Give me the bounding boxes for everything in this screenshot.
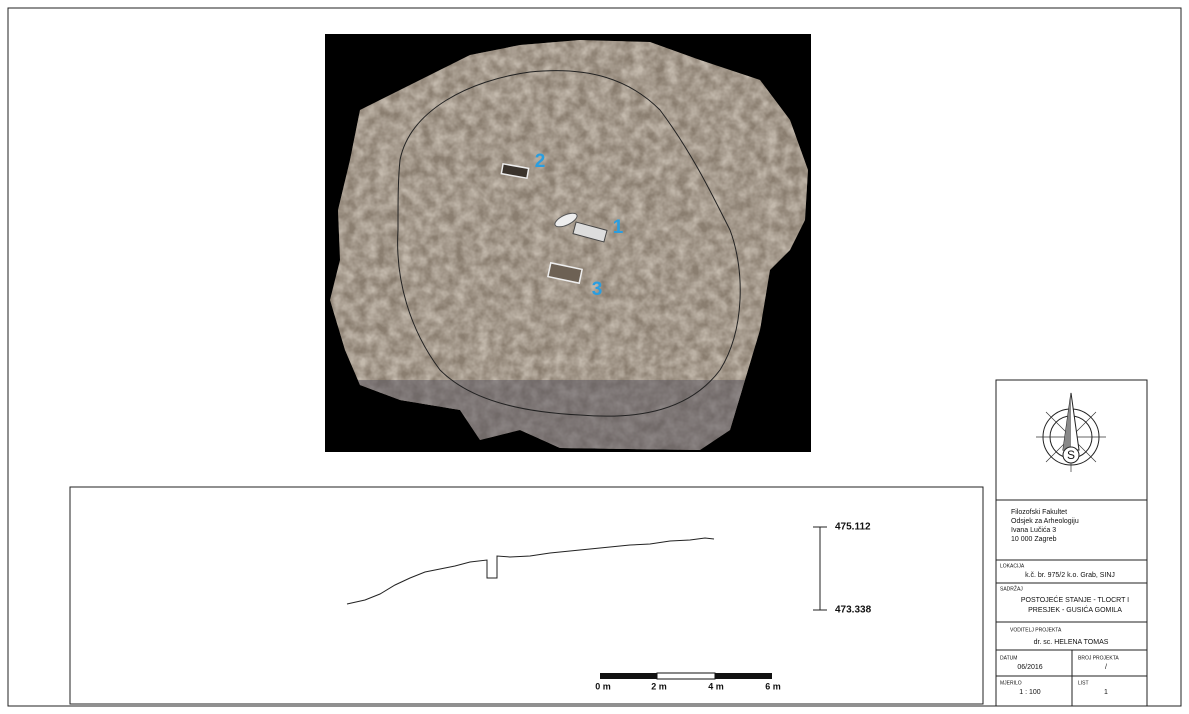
scale-segment — [657, 673, 715, 679]
section: 475.112 473.338 0 m 2 m 4 m 6 m — [70, 487, 983, 704]
field-label: LIST — [1078, 680, 1089, 686]
elevation-label: 475.112 — [835, 522, 871, 533]
field-value: 06/2016 — [1017, 664, 1042, 671]
elevation-bar — [813, 527, 827, 610]
elevation-label: 473.338 — [835, 605, 872, 616]
institution-line: Ivana Lučića 3 — [1011, 527, 1056, 534]
field-value: 1 : 100 — [1019, 689, 1041, 696]
feature-label: 1 — [613, 217, 624, 238]
scale-label: 2 m — [651, 681, 667, 691]
field-value: PRESJEK - GUSIĆA GOMILA — [1028, 605, 1122, 614]
scale-segment — [715, 673, 772, 679]
field-value: k.č. br. 975/2 k.o. Grab, SINJ — [1025, 572, 1115, 579]
profile-line — [347, 538, 714, 604]
title-block: S Filozofski Fakultet Odsjek za Arheolog… — [996, 380, 1147, 706]
field-label: VODITELJ PROJEKTA — [1010, 627, 1062, 633]
drawing-sheet: 2 1 3 475.112 473.338 0 m 2 m 4 m 6 m S … — [0, 0, 1189, 714]
scale-label: 4 m — [708, 681, 724, 691]
field-value: dr. sc. HELENA TOMAS — [1034, 639, 1109, 646]
field-label: MJERILO — [1000, 680, 1022, 686]
institution-line: Filozofski Fakultet — [1011, 509, 1067, 516]
feature-label: 2 — [535, 151, 546, 172]
scale-label: 0 m — [595, 681, 611, 691]
compass-letter: S — [1067, 448, 1075, 462]
scale-label: 6 m — [765, 681, 781, 691]
field-value: / — [1105, 664, 1107, 671]
field-value: 1 — [1104, 689, 1108, 696]
field-label: LOKACIJA — [1000, 563, 1025, 569]
site-photo: 2 1 3 — [325, 34, 811, 452]
institution-line: 10 000 Zagreb — [1011, 536, 1057, 543]
section-frame — [70, 487, 983, 704]
field-label: DATUM — [1000, 655, 1017, 661]
field-label: SADRŽAJ — [1000, 584, 1023, 592]
field-value: POSTOJEĆE STANJE - TLOCRT I — [1021, 595, 1129, 604]
feature-label: 3 — [592, 279, 603, 300]
institution-line: Odsjek za Arheologiju — [1011, 518, 1079, 525]
scale-segment — [600, 673, 657, 679]
field-label: BROJ PROJEKTA — [1078, 655, 1119, 661]
compass: S — [1036, 393, 1106, 472]
